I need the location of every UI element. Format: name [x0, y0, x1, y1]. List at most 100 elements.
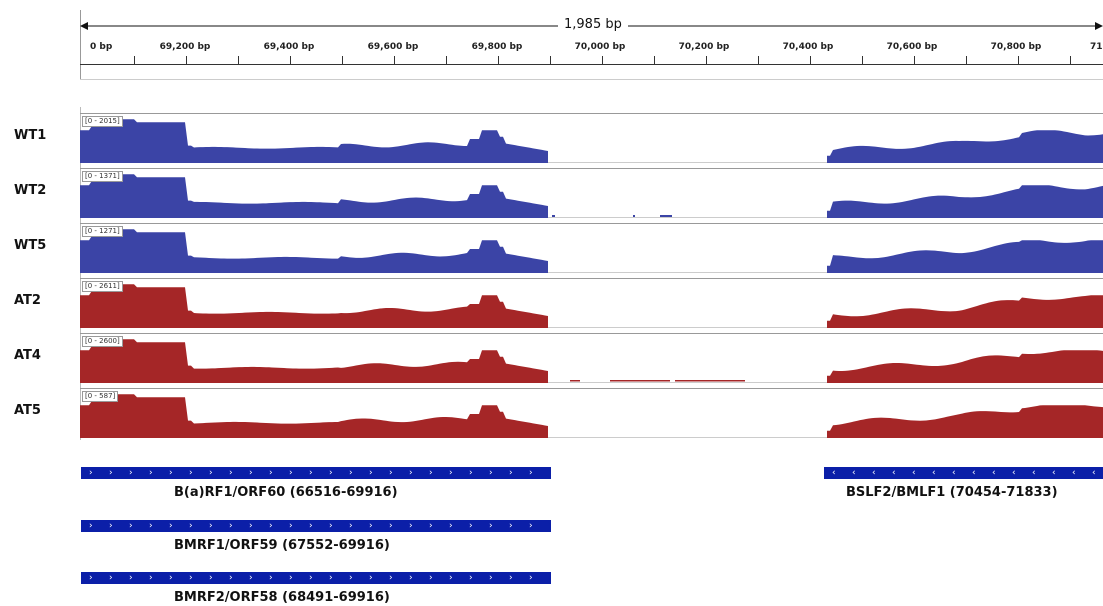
chevron-right-icon: › [529, 573, 533, 583]
ruler-tick-mark [810, 56, 811, 65]
chevron-right-icon: › [89, 468, 93, 478]
chevron-right-icon: › [209, 573, 213, 583]
ruler-tick-label: 69,800 bp [471, 42, 523, 52]
chevron-right-icon: › [129, 573, 133, 583]
track-border [80, 333, 1103, 383]
chevron-right-icon: › [329, 468, 333, 478]
coverage-track[interactable]: [0 - 1271] [80, 223, 1103, 273]
chevron-left-icon: ‹ [932, 468, 936, 478]
track-name-label[interactable]: AT4 [14, 348, 41, 363]
chevron-left-icon: ‹ [852, 468, 856, 478]
ruler-tick-mark [498, 56, 499, 65]
chevron-right-icon: › [289, 573, 293, 583]
track-name-label[interactable]: WT5 [14, 238, 47, 253]
gene-label: B(a)RF1/ORF60 (66516-69916) [174, 485, 398, 500]
gene-bar [824, 467, 1103, 479]
chevron-right-icon: › [509, 521, 513, 531]
track-name-label[interactable]: WT2 [14, 183, 47, 198]
ruler-tick-label: 0 bp [90, 42, 113, 52]
tracks-panel [80, 107, 1103, 440]
ruler-tick-label: 70,600 bp [886, 42, 938, 52]
chevron-right-icon: › [129, 521, 133, 531]
data-range-label: [0 - 2015] [82, 116, 123, 127]
gene-feature[interactable]: › › › › › › › › › › › › › › › › › › › › › › › [81, 520, 551, 532]
ruler-tick-label: 69,400 bp [263, 42, 315, 52]
track-border [80, 388, 1103, 438]
chevron-right-icon: › [169, 521, 173, 531]
chevron-right-icon: › [509, 573, 513, 583]
gene-feature[interactable]: › › › › › › › › › › › › › › › › › › › › › › › [81, 467, 551, 479]
chevron-left-icon: ‹ [1032, 468, 1036, 478]
data-range-label: [0 - 2600] [82, 336, 123, 347]
chevron-right-icon: › [449, 468, 453, 478]
track-border [80, 113, 1103, 163]
coverage-track[interactable]: [0 - 1371] [80, 168, 1103, 218]
chevron-left-icon: ‹ [892, 468, 896, 478]
chevron-left-icon: ‹ [872, 468, 876, 478]
chevron-right-icon: › [329, 521, 333, 531]
chevron-right-icon: › [269, 521, 273, 531]
chevron-right-icon: › [469, 573, 473, 583]
coverage-area [80, 394, 1103, 438]
coverage-track[interactable]: [0 - 2015] [80, 113, 1103, 163]
coverage-track[interactable]: [0 - 2611] [80, 278, 1103, 328]
coordinate-ruler[interactable]: 1,985 bp 0 bp 69,200 bp 69,400 bp 69,600 bp… [80, 10, 1103, 80]
track-name-label[interactable]: AT2 [14, 293, 41, 308]
chevron-right-icon: › [369, 573, 373, 583]
ruler-tick-label: 70,000 bp [574, 42, 626, 52]
chevron-left-icon: ‹ [1092, 468, 1096, 478]
chevron-right-icon: › [209, 521, 213, 531]
ruler-tick-mark [342, 56, 343, 65]
coverage-area [80, 284, 1103, 328]
ruler-tick-label: 70,200 bp [678, 42, 730, 52]
chevron-right-icon: › [149, 573, 153, 583]
chevron-left-icon: ‹ [992, 468, 996, 478]
chevron-right-icon: › [89, 521, 93, 531]
data-range-label: [0 - 2611] [82, 281, 123, 292]
chevron-right-icon: › [249, 573, 253, 583]
coverage-area-chart [80, 394, 1103, 438]
chevron-right-icon: › [89, 573, 93, 583]
track-name-label[interactable]: AT5 [14, 403, 41, 418]
chevron-right-icon: › [469, 468, 473, 478]
coverage-area-chart [80, 119, 1103, 163]
chevron-right-icon: › [389, 468, 393, 478]
gene-label: BSLF2/BMLF1 (70454-71833) [846, 485, 1058, 500]
coverage-track[interactable]: [0 - 587] [80, 388, 1103, 438]
coverage-track[interactable]: [0 - 2600] [80, 333, 1103, 383]
ruler-tick-label: 70,800 bp [990, 42, 1042, 52]
chevron-left-icon: ‹ [972, 468, 976, 478]
chevron-right-icon: › [309, 468, 313, 478]
chevron-right-icon: › [289, 468, 293, 478]
chevron-right-icon: › [249, 521, 253, 531]
ruler-bottom-border [80, 79, 1103, 80]
track-border [80, 168, 1103, 218]
gene-feature[interactable]: ‹ ‹ ‹ ‹ ‹ ‹ ‹ ‹ ‹ ‹ ‹ ‹ ‹ ‹ [824, 467, 1103, 479]
strand-arrows: ‹ ‹ ‹ ‹ ‹ ‹ ‹ ‹ ‹ ‹ ‹ ‹ ‹ ‹ [824, 467, 1103, 479]
chevron-right-icon: › [369, 521, 373, 531]
chevron-right-icon: › [489, 468, 493, 478]
chevron-right-icon: › [429, 468, 433, 478]
strand-arrows: › › › › › › › › › › › › › › › › › › › › › › › [81, 520, 551, 532]
coverage-area-chart [80, 339, 1103, 383]
chevron-right-icon: › [449, 573, 453, 583]
chevron-right-icon: › [409, 573, 413, 583]
gene-feature[interactable]: › › › › › › › › › › › › › › › › › › › › › › › [81, 572, 551, 584]
track-border [80, 278, 1103, 328]
chevron-right-icon: › [469, 521, 473, 531]
chevron-left-icon: ‹ [952, 468, 956, 478]
chevron-right-icon: › [389, 573, 393, 583]
chevron-right-icon: › [249, 468, 253, 478]
chevron-right-icon: › [189, 573, 193, 583]
ruler-tick-mark [862, 56, 863, 65]
ruler-tick-mark [1018, 56, 1019, 65]
low-coverage-mark [610, 380, 670, 382]
chevron-right-icon: › [429, 521, 433, 531]
chevron-right-icon: › [169, 468, 173, 478]
track-name-label[interactable]: WT1 [14, 128, 47, 143]
gene-label: BMRF1/ORF59 (67552-69916) [174, 538, 390, 553]
chevron-right-icon: › [149, 521, 153, 531]
ruler-tick-label: 69,600 bp [367, 42, 419, 52]
chevron-right-icon: › [269, 573, 273, 583]
chevron-right-icon: › [529, 468, 533, 478]
